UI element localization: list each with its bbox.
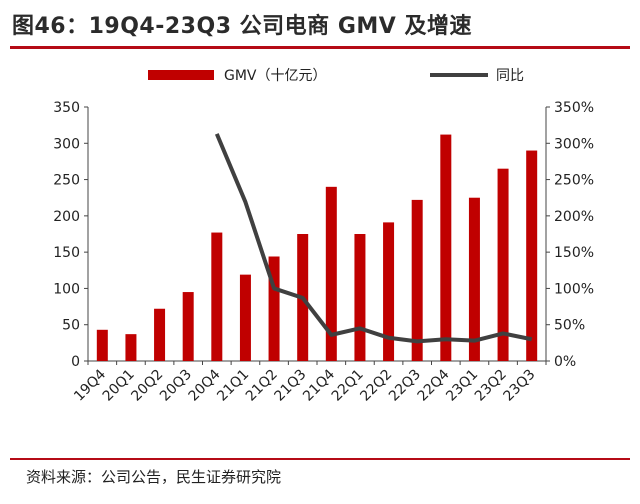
x-tick-label: 23Q3 (501, 367, 539, 405)
gmv-bar (182, 292, 194, 361)
left-tick-label: 200 (53, 209, 80, 225)
gmv-bar (154, 308, 166, 361)
gmv-bar (497, 168, 509, 361)
left-tick-label: 100 (53, 281, 80, 297)
x-tick-label: 20Q3 (157, 367, 195, 405)
yoy-line (214, 133, 533, 344)
gmv-bar (325, 186, 337, 361)
gmv-bar (383, 222, 395, 361)
gmv-bar (125, 334, 137, 361)
gmv-bar (268, 256, 280, 361)
gmv-bar (354, 234, 366, 361)
x-tick-label: 20Q2 (128, 367, 166, 405)
left-tick-label: 50 (62, 318, 80, 334)
x-tick-label: 21Q2 (243, 367, 281, 405)
x-tick-label: 23Q1 (443, 367, 481, 405)
x-tick-label: 23Q2 (472, 367, 510, 405)
right-tick-label: 250% (554, 173, 594, 189)
x-tick-label: 21Q4 (300, 366, 338, 404)
right-tick-label: 100% (554, 281, 594, 297)
title-rule (10, 46, 630, 49)
gmv-bar (411, 199, 423, 361)
legend-label-gmv: GMV（十亿元） (224, 68, 327, 84)
right-tick-label: 300% (554, 136, 594, 152)
x-tick-label: 22Q3 (386, 367, 424, 405)
right-tick-label: 0% (554, 354, 576, 370)
x-tick-label: 22Q2 (357, 367, 395, 405)
left-tick-label: 300 (53, 136, 80, 152)
gmv-bar (96, 329, 108, 361)
right-tick-label: 350% (554, 100, 594, 116)
x-tick-label: 19Q4 (71, 366, 109, 404)
gmv-bar (440, 134, 452, 361)
x-tick-label: 21Q1 (214, 367, 252, 405)
legend-swatch-gmv (148, 70, 214, 80)
chart-title: 图46：19Q4-23Q3 公司电商 GMV 及增速 (12, 14, 472, 39)
right-tick-label: 150% (554, 245, 594, 261)
gmv-bar (211, 232, 223, 361)
gmv-bar (526, 150, 538, 361)
right-tick-label: 200% (554, 209, 594, 225)
x-tick-label: 20Q1 (100, 367, 138, 405)
x-tick-label: 21Q3 (272, 367, 310, 405)
x-tick-label: 22Q1 (329, 367, 367, 405)
x-tick-label: 22Q4 (415, 366, 453, 404)
source-note: 资料来源：公司公告，民生证券研究院 (26, 468, 282, 486)
x-tick-label: 20Q4 (186, 366, 224, 404)
legend-label-yoy: 同比 (496, 68, 524, 84)
footer-rule (10, 458, 630, 460)
left-tick-label: 350 (53, 100, 80, 116)
gmv-bar (239, 274, 251, 361)
left-tick-label: 150 (53, 245, 80, 261)
right-tick-label: 50% (554, 318, 585, 334)
left-tick-label: 250 (53, 173, 80, 189)
left-tick-label: 0 (71, 354, 80, 370)
chart-area: GMV（十亿元） 同比 0 50 100 150 200 250 300 350 0% 50% 100%… (53, 68, 594, 405)
gmv-bar (468, 197, 480, 361)
